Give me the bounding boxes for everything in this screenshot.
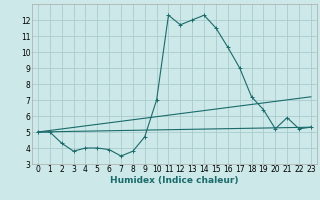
X-axis label: Humidex (Indice chaleur): Humidex (Indice chaleur) [110,176,239,185]
